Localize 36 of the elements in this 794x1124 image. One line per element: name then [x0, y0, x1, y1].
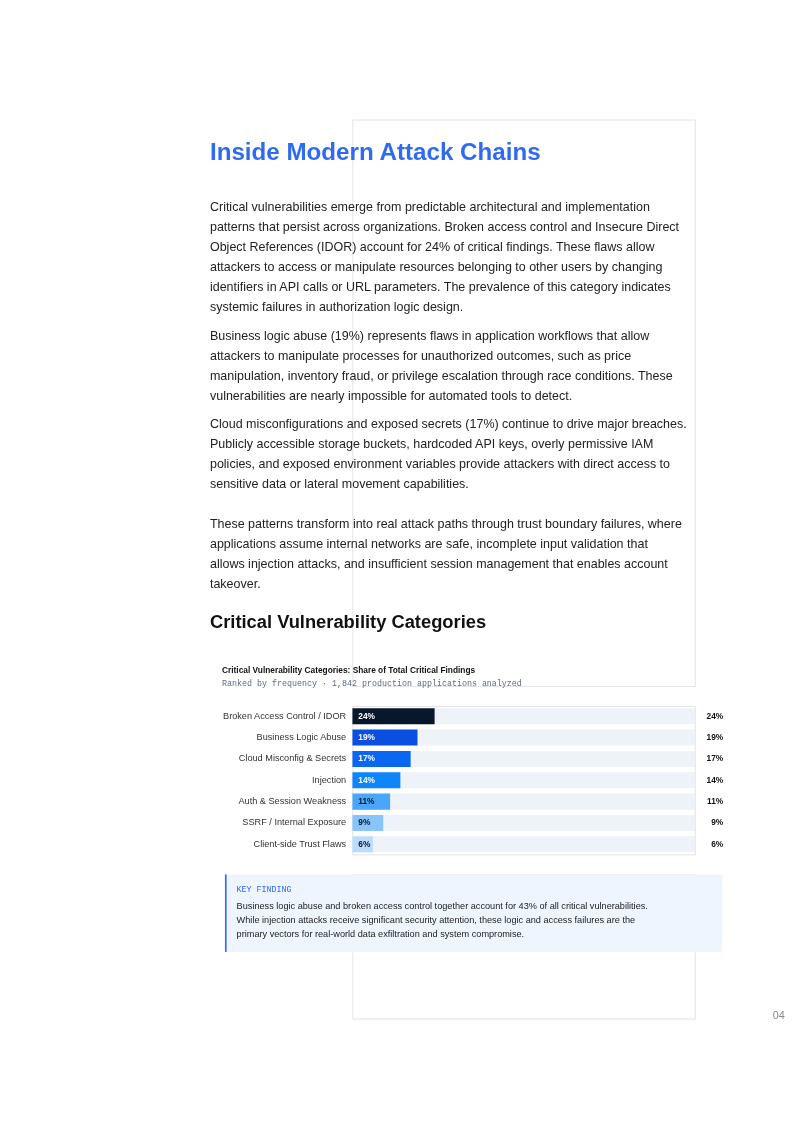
text: Cloud misconfigurations and exposed secrets (17%) continue to drive major breaches. Publicly accessible storage buckets, hardcoded API keys, overly permissive IAM policies, and exposed environment variables provide attackers with direct access to sensitive data or lateral movement capabilities. — [209, 416, 687, 491]
bar — [352, 772, 401, 789]
data-label: 17% — [706, 753, 724, 764]
bar — [352, 729, 418, 746]
y-tick-label: Cloud Misconfig & Secrets — [238, 753, 347, 764]
text: 17% — [358, 753, 375, 764]
data-label: 6% — [711, 838, 724, 849]
data-label: 11% — [706, 796, 724, 807]
text: Critical Vulnerability Categories — [209, 610, 487, 632]
data-label: 14% — [706, 774, 724, 785]
text: KEY FINDING — [236, 884, 292, 895]
text: Critical vulnerabilities emerge from predictable architectural and implementation patterns that persist across organizations. Broken access control and Insecure Direct Object References (IDOR) account for 24% of critical findings. These flaws allow attackers to access or manipulate resources belonging to other users by changing identifiers in API calls or URL parameters. The prevalence of this category indicates systemic failures in authorization logic design. — [209, 200, 680, 315]
text: Business logic abuse (19%) represents flaws in application workflows that allow attackers to manipulate processes for unauthorized outcomes, such as price manipulation, inventory fraud, or privilege escalation through race conditions. These vulnerabilities are nearly impossible for automated tools to detect. — [209, 328, 673, 403]
text: Inside Modern Attack Chains — [209, 137, 541, 165]
text: 6% — [358, 838, 371, 849]
text: 9% — [358, 817, 371, 828]
text: These patterns transform into real attack paths through trust boundary failures, where applications assume internal networks are safe, incomplete input validation that allows injection attacks, and insufficient session management that enables account takeover. — [209, 516, 682, 591]
data-label: 24% — [706, 710, 724, 721]
y-tick-label: Injection — [312, 774, 347, 785]
text: 19% — [358, 732, 375, 743]
y-tick-label: Broken Access Control / IDOR — [223, 710, 347, 721]
y-tick-label: Client-side Trust Flaws — [253, 838, 347, 849]
text: 14% — [358, 774, 375, 785]
text: 04 — [772, 1008, 785, 1021]
y-tick-label: Auth & Session Weakness — [238, 796, 347, 807]
text: 24% — [358, 710, 375, 721]
data-label: 9% — [711, 817, 724, 828]
y-tick-label: Business Logic Abuse — [256, 732, 347, 743]
text: Business logic abuse and broken access control together account for 43% of all critical vulnerabilities. While injection attacks receive significant security attention, these logic and access failures are the primary vectors for real-world data exfiltration and system compromise. — [236, 900, 648, 939]
y-tick-label: SSRF / Internal Exposure — [242, 817, 347, 828]
chart-subtitle: Ranked by frequency · 1,842 production applications analyzed — [222, 679, 522, 690]
data-label: 19% — [706, 732, 724, 743]
bar — [352, 708, 435, 725]
chart-title: Critical Vulnerability Categories: Share of Total Critical Findings — [222, 664, 476, 675]
text: 11% — [358, 796, 375, 807]
bar — [352, 750, 411, 767]
